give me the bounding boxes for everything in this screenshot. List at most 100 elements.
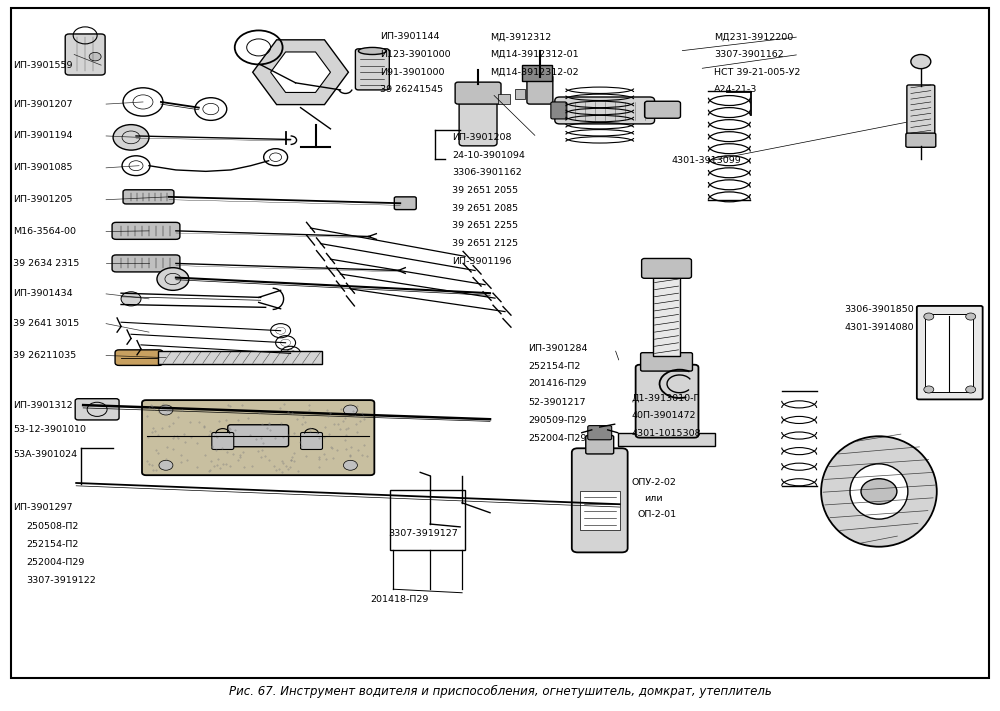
Text: Д1-3913010-Г: Д1-3913010-Г bbox=[632, 393, 700, 402]
Text: 53-12-3901010: 53-12-3901010 bbox=[13, 425, 86, 434]
Text: 39 2641 3015: 39 2641 3015 bbox=[13, 319, 80, 328]
FancyBboxPatch shape bbox=[75, 399, 119, 420]
FancyBboxPatch shape bbox=[642, 259, 691, 278]
Text: 3306-3901850: 3306-3901850 bbox=[844, 305, 914, 314]
FancyBboxPatch shape bbox=[65, 34, 105, 75]
FancyBboxPatch shape bbox=[112, 223, 180, 240]
FancyBboxPatch shape bbox=[123, 190, 174, 204]
Text: 4301-3913099: 4301-3913099 bbox=[672, 156, 741, 165]
FancyBboxPatch shape bbox=[636, 365, 698, 438]
Ellipse shape bbox=[850, 464, 908, 519]
Bar bbox=[618, 434, 715, 446]
Circle shape bbox=[924, 386, 934, 393]
Text: ИП-3901194: ИП-3901194 bbox=[13, 132, 73, 141]
Text: ИП-3901312: ИП-3901312 bbox=[13, 400, 73, 410]
Text: ИП-3901207: ИП-3901207 bbox=[13, 100, 73, 109]
Text: 252004-П29: 252004-П29 bbox=[528, 434, 586, 443]
FancyBboxPatch shape bbox=[907, 85, 935, 137]
Text: МД14-3912312-02: МД14-3912312-02 bbox=[490, 68, 579, 77]
Text: 252004-П29: 252004-П29 bbox=[26, 558, 85, 567]
Circle shape bbox=[89, 53, 101, 61]
Circle shape bbox=[113, 124, 149, 150]
Text: ОП-2-01: ОП-2-01 bbox=[638, 510, 677, 518]
FancyBboxPatch shape bbox=[115, 350, 163, 365]
Bar bbox=[515, 89, 525, 99]
Bar bbox=[653, 274, 680, 356]
Text: 39 26241545: 39 26241545 bbox=[380, 85, 443, 95]
FancyBboxPatch shape bbox=[645, 101, 680, 118]
Circle shape bbox=[343, 460, 357, 470]
Text: ИП-3901205: ИП-3901205 bbox=[13, 196, 73, 204]
Text: 3307-3919127: 3307-3919127 bbox=[388, 530, 458, 538]
Text: А24-21-3: А24-21-3 bbox=[714, 85, 758, 95]
Circle shape bbox=[924, 313, 934, 320]
Text: И91-3901000: И91-3901000 bbox=[380, 68, 445, 77]
FancyBboxPatch shape bbox=[917, 306, 983, 400]
Text: ИП-3901196: ИП-3901196 bbox=[452, 257, 512, 266]
Text: Рис. 67. Инструмент водителя и приспособления, огнетушитель, домкрат, утеплитель: Рис. 67. Инструмент водителя и приспособ… bbox=[229, 685, 771, 698]
FancyBboxPatch shape bbox=[551, 102, 567, 119]
Circle shape bbox=[343, 405, 357, 415]
Polygon shape bbox=[253, 40, 348, 105]
Text: 39 2651 2255: 39 2651 2255 bbox=[452, 221, 518, 230]
FancyBboxPatch shape bbox=[355, 49, 389, 90]
Text: ИП-3901559: ИП-3901559 bbox=[13, 60, 73, 70]
Text: ИП-3901144: ИП-3901144 bbox=[380, 32, 440, 41]
FancyBboxPatch shape bbox=[572, 448, 628, 552]
Text: 53А-3901024: 53А-3901024 bbox=[13, 450, 77, 459]
Circle shape bbox=[966, 386, 976, 393]
Text: 252154-П2: 252154-П2 bbox=[528, 362, 580, 370]
Text: ИП-3901284: ИП-3901284 bbox=[528, 344, 587, 353]
Circle shape bbox=[159, 405, 173, 415]
Text: МД-3912312: МД-3912312 bbox=[490, 32, 551, 41]
FancyBboxPatch shape bbox=[394, 197, 416, 210]
Text: М16-3564-00: М16-3564-00 bbox=[13, 227, 76, 236]
Text: 52-3901217: 52-3901217 bbox=[528, 398, 585, 407]
Circle shape bbox=[159, 460, 173, 470]
Text: 39 2651 2125: 39 2651 2125 bbox=[452, 239, 518, 248]
FancyBboxPatch shape bbox=[555, 97, 655, 124]
Text: 39 26211035: 39 26211035 bbox=[13, 351, 77, 360]
FancyBboxPatch shape bbox=[588, 426, 612, 440]
Text: 201418-П29: 201418-П29 bbox=[370, 595, 429, 604]
FancyBboxPatch shape bbox=[527, 75, 553, 104]
FancyBboxPatch shape bbox=[142, 400, 374, 475]
Circle shape bbox=[861, 479, 897, 504]
FancyBboxPatch shape bbox=[455, 82, 501, 104]
Circle shape bbox=[157, 267, 189, 290]
Bar bbox=[390, 490, 465, 550]
Text: ИП-3901085: ИП-3901085 bbox=[13, 164, 73, 172]
Text: 39 2634 2315: 39 2634 2315 bbox=[13, 259, 80, 268]
FancyBboxPatch shape bbox=[112, 255, 180, 272]
FancyBboxPatch shape bbox=[586, 436, 614, 454]
Text: 39 2651 2055: 39 2651 2055 bbox=[452, 186, 518, 195]
FancyBboxPatch shape bbox=[906, 133, 936, 147]
Text: или: или bbox=[645, 494, 663, 503]
Circle shape bbox=[966, 313, 976, 320]
FancyBboxPatch shape bbox=[228, 424, 289, 447]
Text: 201416-П29: 201416-П29 bbox=[528, 380, 586, 388]
Text: 3307-3919122: 3307-3919122 bbox=[26, 575, 96, 584]
Text: ИП-3901208: ИП-3901208 bbox=[452, 133, 512, 142]
FancyBboxPatch shape bbox=[212, 432, 234, 449]
Polygon shape bbox=[271, 52, 330, 92]
Ellipse shape bbox=[358, 48, 386, 55]
Bar bbox=[580, 491, 620, 530]
Text: 290509-П29: 290509-П29 bbox=[528, 416, 586, 425]
Bar bbox=[925, 314, 973, 392]
Text: И123-3901000: И123-3901000 bbox=[380, 50, 451, 59]
Bar bbox=[522, 65, 552, 81]
Text: ИП-3901297: ИП-3901297 bbox=[13, 503, 73, 512]
Text: 3306-3901162: 3306-3901162 bbox=[452, 169, 522, 177]
Circle shape bbox=[121, 292, 141, 306]
Text: 40П-3901472: 40П-3901472 bbox=[632, 411, 696, 420]
Text: МД14-3912312-01: МД14-3912312-01 bbox=[490, 50, 579, 59]
Text: 250508-П2: 250508-П2 bbox=[26, 523, 79, 531]
Text: 4301-3914080: 4301-3914080 bbox=[844, 323, 914, 331]
Text: 3307-3901162: 3307-3901162 bbox=[714, 50, 784, 59]
FancyBboxPatch shape bbox=[301, 432, 322, 449]
Text: 39 2651 2085: 39 2651 2085 bbox=[452, 203, 518, 213]
Ellipse shape bbox=[821, 437, 937, 547]
Text: НСТ 39-21-005-У2: НСТ 39-21-005-У2 bbox=[714, 68, 801, 77]
Text: 24-10-3901094: 24-10-3901094 bbox=[452, 151, 525, 159]
